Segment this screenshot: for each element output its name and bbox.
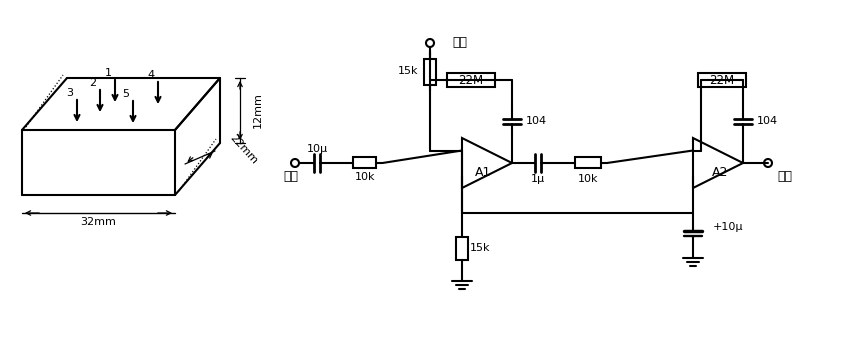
Text: 22M: 22M [709,73,733,87]
Text: 1: 1 [105,68,111,78]
Text: 10k: 10k [354,172,375,182]
Text: 2: 2 [89,78,96,88]
Text: 10μ: 10μ [306,144,327,154]
Text: 1μ: 1μ [530,174,544,184]
Text: 12mm: 12mm [252,93,262,128]
Bar [456,237,468,260]
Text: 输出: 输出 [776,171,792,183]
Text: 10k: 10k [577,174,598,184]
Text: 104: 104 [756,117,777,127]
Text: 104: 104 [525,117,546,127]
Bar [446,73,495,87]
Text: +10μ: +10μ [712,222,743,232]
Text: 22mm: 22mm [227,132,258,166]
Bar [574,158,600,168]
Bar [424,58,436,85]
Text: 32mm: 32mm [80,217,116,227]
Bar [697,73,745,87]
Text: 15k: 15k [398,66,418,77]
Bar [353,158,376,168]
Text: 22M: 22M [458,73,483,87]
Text: 正极: 正极 [452,37,467,49]
Text: 5: 5 [122,89,129,99]
Text: 3: 3 [67,88,73,98]
Text: 4: 4 [147,70,154,80]
Text: A1: A1 [474,166,490,180]
Text: 15k: 15k [469,243,490,253]
Text: 输入: 输入 [284,171,298,183]
Text: A2: A2 [711,166,728,180]
